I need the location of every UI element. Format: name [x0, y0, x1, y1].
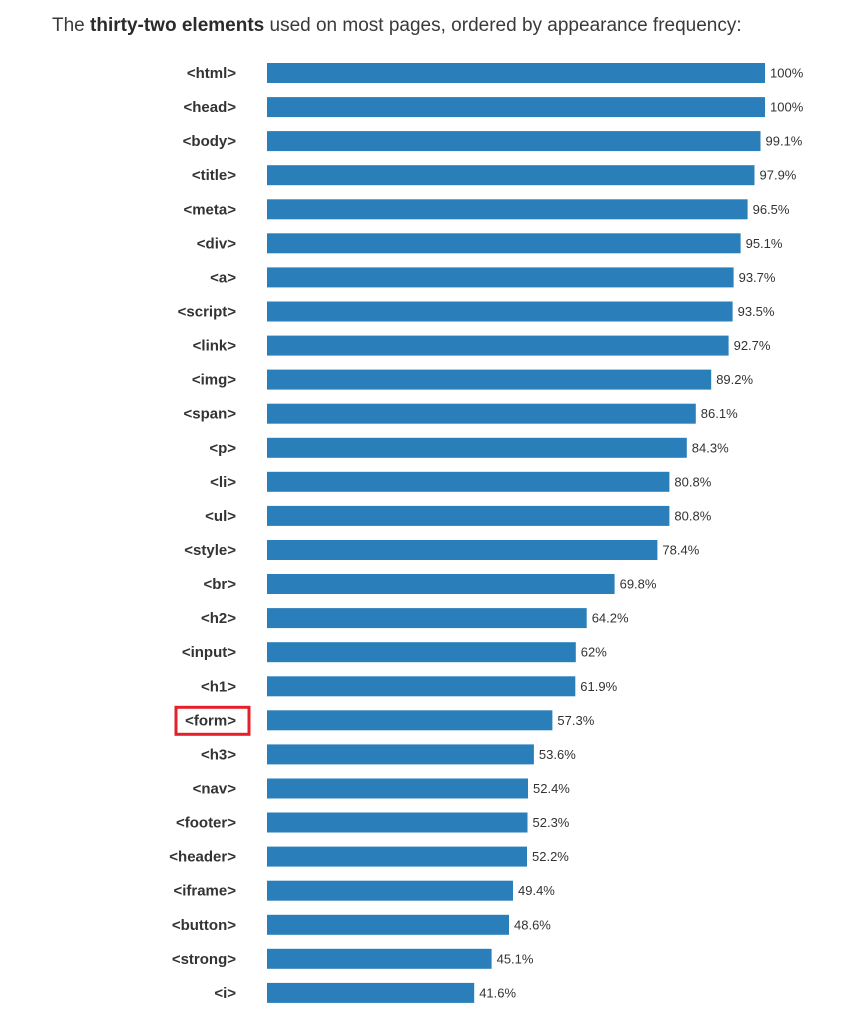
value-label: 62% [581, 645, 607, 660]
value-label: 52.4% [533, 781, 570, 796]
intro-suffix: used on most pages, ordered by appearanc… [264, 15, 742, 36]
category-label: <img> [192, 372, 236, 389]
bar [267, 301, 733, 322]
value-label: 92.7% [734, 338, 771, 353]
value-label: 49.4% [518, 883, 555, 898]
value-label: 53.6% [539, 747, 576, 762]
bar [267, 267, 734, 288]
value-label: 61.9% [580, 679, 617, 694]
value-label: 97.9% [760, 168, 797, 183]
value-label: 80.8% [674, 508, 711, 523]
bar [267, 676, 576, 697]
category-label: <li> [210, 474, 236, 491]
bar [267, 982, 475, 1003]
category-label: <nav> [193, 781, 237, 798]
category-label: <br> [203, 576, 236, 593]
category-label: <a> [210, 269, 236, 286]
category-label: <link> [193, 338, 237, 355]
category-label: <body> [183, 133, 237, 150]
category-label: <h2> [201, 610, 236, 627]
category-label: <p> [209, 440, 236, 457]
bar [267, 608, 587, 629]
category-label: <strong> [172, 951, 236, 968]
category-label: <title> [192, 167, 236, 184]
value-label: 57.3% [557, 713, 594, 728]
category-label: <form> [185, 712, 236, 729]
category-label: <html> [187, 65, 236, 82]
bar [267, 880, 513, 901]
value-label: 95.1% [746, 236, 783, 251]
value-label: 96.5% [753, 202, 790, 217]
bar [267, 63, 765, 83]
category-label: <h1> [201, 678, 236, 695]
category-label: <h3> [201, 746, 236, 763]
category-label: <head> [183, 99, 236, 116]
category-label: <button> [172, 917, 236, 934]
bar [267, 744, 534, 765]
bar [267, 131, 761, 152]
value-label: 78.4% [662, 543, 699, 558]
category-label: <ul> [205, 508, 236, 525]
bar [267, 642, 576, 663]
bar [267, 710, 553, 731]
bar [267, 505, 670, 526]
bar [267, 778, 528, 799]
bar [267, 437, 687, 458]
value-label: 69.8% [620, 577, 657, 592]
value-label: 93.5% [738, 304, 775, 319]
value-label: 99.1% [766, 134, 803, 149]
category-label: <style> [184, 542, 236, 559]
bar [267, 574, 615, 594]
category-label: <iframe> [173, 883, 236, 900]
bar [267, 403, 696, 424]
category-label: <footer> [176, 815, 236, 832]
bar [267, 97, 765, 118]
bar [267, 165, 755, 186]
value-label: 52.2% [532, 849, 569, 864]
category-label: <i> [214, 985, 236, 1002]
category-label: <script> [178, 304, 237, 321]
bar [267, 199, 748, 220]
intro-bold: thirty-two elements [90, 15, 265, 36]
value-label: 100% [770, 100, 804, 115]
intro-prefix: The [52, 15, 91, 36]
bar [267, 335, 729, 356]
value-label: 52.3% [533, 815, 570, 830]
bar [267, 948, 492, 969]
value-label: 86.1% [701, 406, 738, 421]
bar [267, 540, 658, 560]
bar [267, 914, 509, 935]
bar [267, 846, 527, 867]
value-label: 48.6% [514, 917, 551, 932]
value-label: 45.1% [497, 951, 534, 966]
bar [267, 233, 741, 254]
category-label: <div> [197, 235, 236, 252]
category-label: <header> [169, 849, 236, 866]
value-label: 41.6% [479, 985, 516, 1000]
bar [267, 471, 670, 492]
bar [267, 812, 528, 833]
value-label: 84.3% [692, 440, 729, 455]
value-label: 93.7% [739, 270, 776, 285]
chart-intro-text: The thirty-two elements used on most pag… [52, 15, 742, 37]
category-label: <input> [182, 644, 236, 661]
value-label: 100% [770, 66, 804, 81]
category-label: <meta> [183, 201, 236, 218]
bar [267, 369, 712, 390]
value-label: 80.8% [674, 474, 711, 489]
value-label: 64.2% [592, 611, 629, 626]
value-label: 89.2% [716, 372, 753, 387]
category-label: <span> [183, 406, 236, 423]
highlight-box [174, 705, 251, 736]
